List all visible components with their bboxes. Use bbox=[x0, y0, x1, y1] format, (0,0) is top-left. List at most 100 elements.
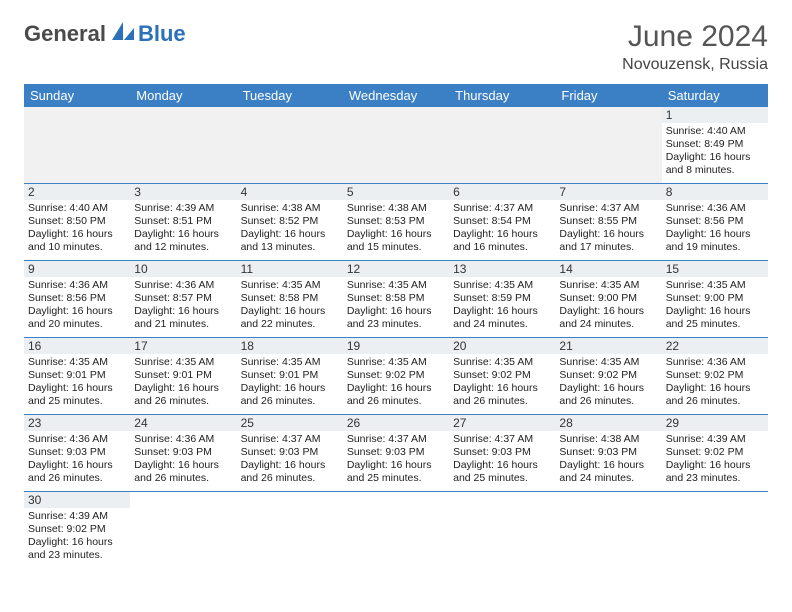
calendar-row: 2Sunrise: 4:40 AMSunset: 8:50 PMDaylight… bbox=[24, 184, 768, 261]
day-number: 2 bbox=[24, 184, 130, 200]
day-body: Sunrise: 4:36 AMSunset: 8:56 PMDaylight:… bbox=[662, 200, 768, 259]
calendar-cell: 27Sunrise: 4:37 AMSunset: 9:03 PMDayligh… bbox=[449, 415, 555, 492]
calendar-cell-blank bbox=[449, 492, 555, 569]
calendar-cell-blank bbox=[343, 107, 449, 184]
day-number: 9 bbox=[24, 261, 130, 277]
calendar-cell: 11Sunrise: 4:35 AMSunset: 8:58 PMDayligh… bbox=[237, 261, 343, 338]
calendar-cell: 25Sunrise: 4:37 AMSunset: 9:03 PMDayligh… bbox=[237, 415, 343, 492]
calendar-cell: 12Sunrise: 4:35 AMSunset: 8:58 PMDayligh… bbox=[343, 261, 449, 338]
day-number: 5 bbox=[343, 184, 449, 200]
day-body: Sunrise: 4:40 AMSunset: 8:49 PMDaylight:… bbox=[662, 123, 768, 182]
day-body: Sunrise: 4:39 AMSunset: 9:02 PMDaylight:… bbox=[24, 508, 130, 567]
calendar-cell: 29Sunrise: 4:39 AMSunset: 9:02 PMDayligh… bbox=[662, 415, 768, 492]
day-body: Sunrise: 4:36 AMSunset: 9:03 PMDaylight:… bbox=[24, 431, 130, 490]
calendar-cell-blank bbox=[24, 107, 130, 184]
weekday-header: Saturday bbox=[662, 84, 768, 107]
calendar-cell: 10Sunrise: 4:36 AMSunset: 8:57 PMDayligh… bbox=[130, 261, 236, 338]
calendar-cell: 5Sunrise: 4:38 AMSunset: 8:53 PMDaylight… bbox=[343, 184, 449, 261]
day-body: Sunrise: 4:35 AMSunset: 8:58 PMDaylight:… bbox=[343, 277, 449, 336]
day-body: Sunrise: 4:40 AMSunset: 8:50 PMDaylight:… bbox=[24, 200, 130, 259]
calendar-cell: 9Sunrise: 4:36 AMSunset: 8:56 PMDaylight… bbox=[24, 261, 130, 338]
day-number: 13 bbox=[449, 261, 555, 277]
day-number: 22 bbox=[662, 338, 768, 354]
calendar-cell: 22Sunrise: 4:36 AMSunset: 9:02 PMDayligh… bbox=[662, 338, 768, 415]
day-number: 16 bbox=[24, 338, 130, 354]
calendar-cell-blank bbox=[237, 492, 343, 569]
calendar-cell: 30Sunrise: 4:39 AMSunset: 9:02 PMDayligh… bbox=[24, 492, 130, 569]
logo-text-general: General bbox=[24, 21, 106, 47]
day-number: 7 bbox=[555, 184, 661, 200]
calendar-row: 16Sunrise: 4:35 AMSunset: 9:01 PMDayligh… bbox=[24, 338, 768, 415]
day-number: 18 bbox=[237, 338, 343, 354]
day-number: 19 bbox=[343, 338, 449, 354]
day-number: 23 bbox=[24, 415, 130, 431]
day-body: Sunrise: 4:37 AMSunset: 9:03 PMDaylight:… bbox=[449, 431, 555, 490]
sail-icon bbox=[110, 20, 136, 47]
calendar-cell: 21Sunrise: 4:35 AMSunset: 9:02 PMDayligh… bbox=[555, 338, 661, 415]
day-number: 24 bbox=[130, 415, 236, 431]
day-number: 12 bbox=[343, 261, 449, 277]
calendar-cell-blank bbox=[130, 107, 236, 184]
weekday-header: Sunday bbox=[24, 84, 130, 107]
weekday-header: Thursday bbox=[449, 84, 555, 107]
weekday-header: Friday bbox=[555, 84, 661, 107]
calendar-cell: 28Sunrise: 4:38 AMSunset: 9:03 PMDayligh… bbox=[555, 415, 661, 492]
day-number: 1 bbox=[662, 107, 768, 123]
day-body: Sunrise: 4:36 AMSunset: 8:57 PMDaylight:… bbox=[130, 277, 236, 336]
day-body: Sunrise: 4:35 AMSunset: 9:02 PMDaylight:… bbox=[449, 354, 555, 413]
day-number: 17 bbox=[130, 338, 236, 354]
day-body: Sunrise: 4:36 AMSunset: 9:02 PMDaylight:… bbox=[662, 354, 768, 413]
calendar-cell-blank bbox=[130, 492, 236, 569]
day-body: Sunrise: 4:35 AMSunset: 9:02 PMDaylight:… bbox=[555, 354, 661, 413]
calendar-cell: 15Sunrise: 4:35 AMSunset: 9:00 PMDayligh… bbox=[662, 261, 768, 338]
day-number: 15 bbox=[662, 261, 768, 277]
day-number: 28 bbox=[555, 415, 661, 431]
calendar-row: 30Sunrise: 4:39 AMSunset: 9:02 PMDayligh… bbox=[24, 492, 768, 569]
calendar-cell: 19Sunrise: 4:35 AMSunset: 9:02 PMDayligh… bbox=[343, 338, 449, 415]
calendar-cell-blank bbox=[449, 107, 555, 184]
day-number: 4 bbox=[237, 184, 343, 200]
calendar-row: 23Sunrise: 4:36 AMSunset: 9:03 PMDayligh… bbox=[24, 415, 768, 492]
day-number: 10 bbox=[130, 261, 236, 277]
day-number: 14 bbox=[555, 261, 661, 277]
header: General Blue June 2024 Novouzensk, Russi… bbox=[24, 20, 768, 74]
day-body: Sunrise: 4:35 AMSunset: 9:01 PMDaylight:… bbox=[24, 354, 130, 413]
day-body: Sunrise: 4:35 AMSunset: 9:01 PMDaylight:… bbox=[130, 354, 236, 413]
calendar-cell: 6Sunrise: 4:37 AMSunset: 8:54 PMDaylight… bbox=[449, 184, 555, 261]
day-number: 20 bbox=[449, 338, 555, 354]
calendar-cell: 8Sunrise: 4:36 AMSunset: 8:56 PMDaylight… bbox=[662, 184, 768, 261]
calendar-cell: 18Sunrise: 4:35 AMSunset: 9:01 PMDayligh… bbox=[237, 338, 343, 415]
day-body: Sunrise: 4:37 AMSunset: 8:55 PMDaylight:… bbox=[555, 200, 661, 259]
day-number: 26 bbox=[343, 415, 449, 431]
day-number: 27 bbox=[449, 415, 555, 431]
day-body: Sunrise: 4:38 AMSunset: 8:53 PMDaylight:… bbox=[343, 200, 449, 259]
day-number: 25 bbox=[237, 415, 343, 431]
day-body: Sunrise: 4:39 AMSunset: 9:02 PMDaylight:… bbox=[662, 431, 768, 490]
calendar-cell: 3Sunrise: 4:39 AMSunset: 8:51 PMDaylight… bbox=[130, 184, 236, 261]
calendar-cell-blank bbox=[555, 107, 661, 184]
calendar-cell: 2Sunrise: 4:40 AMSunset: 8:50 PMDaylight… bbox=[24, 184, 130, 261]
day-number: 30 bbox=[24, 492, 130, 508]
calendar-cell: 16Sunrise: 4:35 AMSunset: 9:01 PMDayligh… bbox=[24, 338, 130, 415]
calendar-table: SundayMondayTuesdayWednesdayThursdayFrid… bbox=[24, 84, 768, 568]
day-number: 29 bbox=[662, 415, 768, 431]
weekday-header: Wednesday bbox=[343, 84, 449, 107]
day-body: Sunrise: 4:35 AMSunset: 9:02 PMDaylight:… bbox=[343, 354, 449, 413]
logo: General Blue bbox=[24, 20, 186, 47]
day-number: 11 bbox=[237, 261, 343, 277]
day-body: Sunrise: 4:36 AMSunset: 8:56 PMDaylight:… bbox=[24, 277, 130, 336]
day-body: Sunrise: 4:35 AMSunset: 8:59 PMDaylight:… bbox=[449, 277, 555, 336]
weekday-header: Monday bbox=[130, 84, 236, 107]
title-block: June 2024 Novouzensk, Russia bbox=[622, 20, 768, 74]
calendar-cell-blank bbox=[662, 492, 768, 569]
day-number: 3 bbox=[130, 184, 236, 200]
day-body: Sunrise: 4:35 AMSunset: 8:58 PMDaylight:… bbox=[237, 277, 343, 336]
calendar-cell: 26Sunrise: 4:37 AMSunset: 9:03 PMDayligh… bbox=[343, 415, 449, 492]
calendar-cell-blank bbox=[343, 492, 449, 569]
calendar-cell: 13Sunrise: 4:35 AMSunset: 8:59 PMDayligh… bbox=[449, 261, 555, 338]
day-body: Sunrise: 4:36 AMSunset: 9:03 PMDaylight:… bbox=[130, 431, 236, 490]
calendar-row: 9Sunrise: 4:36 AMSunset: 8:56 PMDaylight… bbox=[24, 261, 768, 338]
day-number: 8 bbox=[662, 184, 768, 200]
weekday-header-row: SundayMondayTuesdayWednesdayThursdayFrid… bbox=[24, 84, 768, 107]
day-body: Sunrise: 4:35 AMSunset: 9:00 PMDaylight:… bbox=[662, 277, 768, 336]
